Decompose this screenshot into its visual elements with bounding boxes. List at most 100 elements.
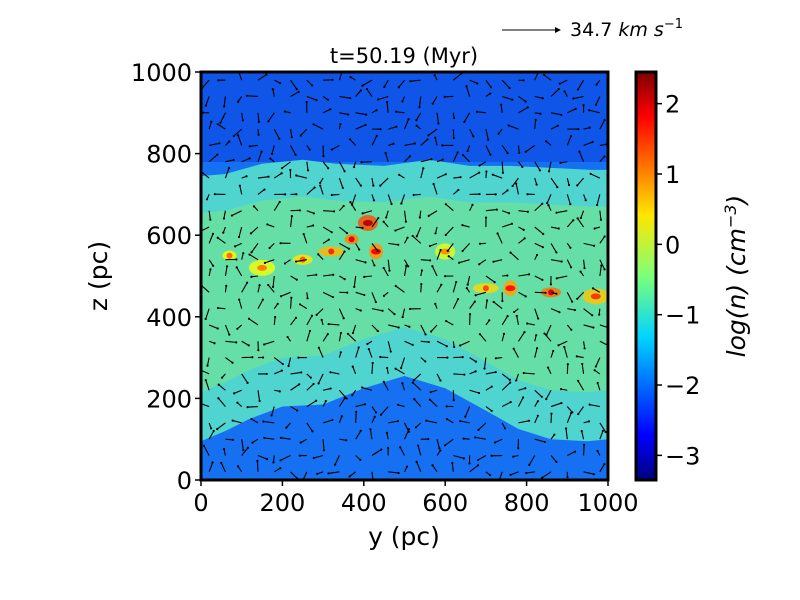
velocity-arrow-head [294,260,298,263]
velocity-arrow-head [342,204,345,208]
velocity-arrow-head [461,356,464,359]
velocity-arrow-head [489,92,492,95]
velocity-arrow-head [329,387,332,390]
velocity-arrow-head [349,75,352,79]
velocity-arrow [380,406,389,416]
dense-clump [482,285,489,292]
velocity-arrow-head [444,233,447,237]
velocity-arrow [566,406,573,413]
velocity-arrow-head [473,300,476,303]
velocity-arrow [453,454,465,459]
velocity-arrow [599,210,602,220]
velocity-arrow-head [358,248,361,251]
velocity-arrow [319,185,324,195]
velocity-arrow-head [445,405,448,408]
velocity-arrow [306,187,315,195]
velocity-arrow [331,144,340,151]
velocity-arrow [415,422,422,428]
velocity-arrow-head [342,317,345,320]
velocity-arrow [501,161,504,173]
velocity-arrow [273,467,281,473]
velocity-arrow-head [571,411,574,414]
velocity-arrow-head [560,260,563,263]
velocity-arrow-head [360,161,363,164]
velocity-arrow [445,320,454,326]
velocity-arrow [202,172,210,179]
velocity-arrow-head [485,299,489,302]
velocity-arrow-head [242,448,245,452]
velocity-arrow [550,308,560,313]
velocity-arrow-head [330,193,333,197]
velocity-arrow [599,156,605,163]
velocity-arrow [256,460,259,472]
velocity-arrow [290,91,299,97]
velocity-arrow [599,340,608,346]
velocity-arrow-head [294,316,298,319]
velocity-arrow-head [385,101,389,104]
velocity-arrow [388,471,399,474]
velocity-arrow [339,95,351,99]
velocity-arrow [459,340,470,346]
velocity-arrow [274,370,283,375]
velocity-arrow [469,389,480,394]
velocity-arrow [566,292,573,302]
velocity-arrow-head [547,204,550,207]
velocity-arrow-head [327,472,330,475]
velocity-arrow-head [528,419,531,422]
velocity-arrow-head [462,437,465,440]
velocity-arrow [445,226,454,236]
velocity-arrow-head [290,136,293,139]
velocity-arrow-head [465,287,468,290]
velocity-arrow [452,189,459,195]
velocity-arrow [413,373,422,381]
velocity-arrow [558,340,568,346]
velocity-arrow [541,471,552,479]
velocity-arrow-head [329,108,332,111]
velocity-arrow-head [339,122,342,126]
velocity-arrow-head [534,118,537,121]
velocity-arrow-head [465,85,468,88]
velocity-arrow-head [349,201,352,204]
velocity-arrow-head [263,188,266,191]
velocity-arrow-head [397,326,400,329]
velocity-arrow-head [515,379,518,382]
velocity-arrow-head [569,203,572,206]
velocity-arrow [322,419,333,424]
velocity-arrow [351,194,357,205]
velocity-arrow-head [555,211,558,214]
velocity-arrow-head [230,214,234,217]
velocity-arrow-head [552,349,555,353]
velocity-arrow-head [556,124,559,127]
velocity-arrow-head [541,202,544,205]
velocity-arrow-head [584,199,587,202]
velocity-arrow [431,265,438,277]
velocity-arrow-head [386,366,389,370]
velocity-arrow [338,308,345,319]
velocity-arrow-head [327,167,330,170]
velocity-arrow-head [317,382,320,385]
velocity-arrow-head [420,282,423,286]
velocity-arrow [280,291,291,297]
velocity-arrow [371,362,374,374]
velocity-arrow [550,243,557,253]
velocity-arrow [534,72,539,81]
velocity-arrow [383,221,389,228]
velocity-arrow-head [398,173,401,176]
dense-clump [328,248,335,255]
velocity-arrow [338,397,346,407]
velocity-arrow [534,242,544,248]
velocity-arrow [399,446,405,456]
velocity-arrow [599,422,607,433]
velocity-arrow-head [236,100,240,103]
y-axis-label: z (pc) [84,241,113,311]
velocity-arrow-head [604,430,607,434]
velocity-arrow [502,223,513,228]
velocity-arrow-head [397,471,400,475]
velocity-arrow-head [447,255,450,258]
velocity-arrow-head [364,261,367,264]
velocity-arrow-head [257,120,261,124]
velocity-arrow [284,259,291,264]
velocity-arrow-head [274,315,277,319]
velocity-arrow-head [463,120,466,124]
velocity-arrow [543,74,552,81]
